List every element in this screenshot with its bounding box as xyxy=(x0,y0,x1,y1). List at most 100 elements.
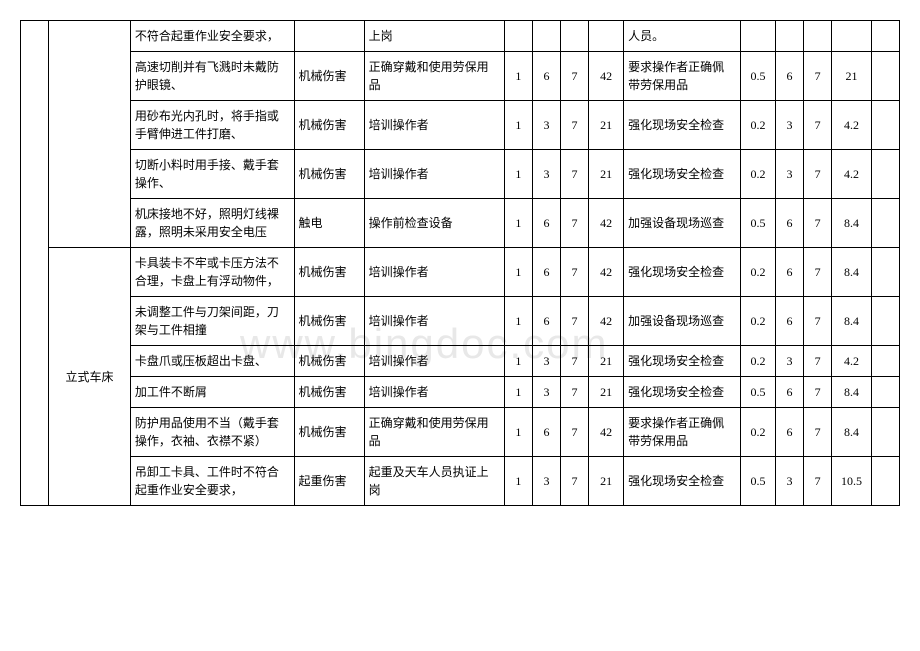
cell-desc: 切断小料时用手接、戴手套操作、 xyxy=(130,150,294,199)
cell-n: 7 xyxy=(560,199,588,248)
cell-measure: 培训操作者 xyxy=(364,346,504,377)
table-row: 吊卸工卡具、工件时不符合起重作业安全要求， 起重伤害 起重及天车人员执证上岗 1… xyxy=(21,457,900,506)
cell-n: 3 xyxy=(776,150,804,199)
cell-col1 xyxy=(21,21,49,506)
cell-type: 机械伤害 xyxy=(294,377,364,408)
cell-measure: 正确穿戴和使用劳保用品 xyxy=(364,408,504,457)
cell-n: 0.2 xyxy=(740,408,775,457)
cell-n xyxy=(589,21,624,52)
cell-n xyxy=(804,21,832,52)
cell-n xyxy=(532,21,560,52)
cell-type: 机械伤害 xyxy=(294,101,364,150)
cell-desc: 不符合起重作业安全要求， xyxy=(130,21,294,52)
cell-n: 6 xyxy=(776,377,804,408)
cell-n: 0.5 xyxy=(740,377,775,408)
cell-measure: 操作前检查设备 xyxy=(364,199,504,248)
cell-n: 21 xyxy=(589,457,624,506)
cell-n: 8.4 xyxy=(832,199,872,248)
cell-n xyxy=(871,457,899,506)
cell-measure: 培训操作者 xyxy=(364,297,504,346)
cell-action: 人员。 xyxy=(624,21,741,52)
cell-desc: 防护用品使用不当（戴手套操作，衣袖、衣襟不紧） xyxy=(130,408,294,457)
cell-measure: 培训操作者 xyxy=(364,248,504,297)
cell-n: 8.4 xyxy=(832,297,872,346)
cell-n: 7 xyxy=(804,248,832,297)
cell-type: 机械伤害 xyxy=(294,408,364,457)
table-row: 立式车床 卡具装卡不牢或卡压方法不合理，卡盘上有浮动物件， 机械伤害 培训操作者… xyxy=(21,248,900,297)
cell-measure: 上岗 xyxy=(364,21,504,52)
cell-n: 6 xyxy=(776,52,804,101)
cell-n: 42 xyxy=(589,52,624,101)
cell-action: 要求操作者正确佩带劳保用品 xyxy=(624,408,741,457)
cell-n: 7 xyxy=(560,457,588,506)
cell-desc: 吊卸工卡具、工件时不符合起重作业安全要求， xyxy=(130,457,294,506)
cell-desc: 未调整工件与刀架间距，刀架与工件相撞 xyxy=(130,297,294,346)
cell-type: 机械伤害 xyxy=(294,150,364,199)
cell-n: 7 xyxy=(804,199,832,248)
cell-n: 6 xyxy=(776,248,804,297)
cell-n: 3 xyxy=(532,101,560,150)
cell-n: 7 xyxy=(560,101,588,150)
cell-n: 3 xyxy=(776,101,804,150)
cell-n xyxy=(560,21,588,52)
cell-n: 0.2 xyxy=(740,101,775,150)
cell-n: 7 xyxy=(804,457,832,506)
cell-n: 4.2 xyxy=(832,101,872,150)
cell-n: 1 xyxy=(504,248,532,297)
table-row: 高速切削并有飞溅时未戴防护眼镜、 机械伤害 正确穿戴和使用劳保用品 1 6 7 … xyxy=(21,52,900,101)
cell-type: 机械伤害 xyxy=(294,297,364,346)
cell-n: 8.4 xyxy=(832,408,872,457)
cell-n: 7 xyxy=(560,408,588,457)
cell-n: 4.2 xyxy=(832,346,872,377)
risk-table: 不符合起重作业安全要求， 上岗 人员。 高速切削并有飞溅时未戴防护眼镜、 机械伤… xyxy=(20,20,900,506)
cell-n: 7 xyxy=(560,377,588,408)
cell-n: 7 xyxy=(804,346,832,377)
cell-n: 6 xyxy=(532,297,560,346)
cell-n xyxy=(871,52,899,101)
table-row: 用砂布光内孔时，将手指或手臂伸进工件打磨、 机械伤害 培训操作者 1 3 7 2… xyxy=(21,101,900,150)
cell-n: 3 xyxy=(776,346,804,377)
cell-n: 1 xyxy=(504,52,532,101)
cell-n xyxy=(871,21,899,52)
cell-type xyxy=(294,21,364,52)
table-row: 切断小料时用手接、戴手套操作、 机械伤害 培训操作者 1 3 7 21 强化现场… xyxy=(21,150,900,199)
cell-n: 6 xyxy=(532,52,560,101)
cell-action: 加强设备现场巡查 xyxy=(624,297,741,346)
cell-n: 3 xyxy=(532,457,560,506)
cell-n xyxy=(832,21,872,52)
cell-n: 0.2 xyxy=(740,346,775,377)
cell-desc: 机床接地不好，照明灯线裸露，照明未采用安全电压 xyxy=(130,199,294,248)
cell-n: 6 xyxy=(532,199,560,248)
cell-n xyxy=(776,21,804,52)
cell-n: 42 xyxy=(589,199,624,248)
cell-n: 21 xyxy=(589,150,624,199)
cell-n: 1 xyxy=(504,199,532,248)
cell-action: 要求操作者正确佩带劳保用品 xyxy=(624,52,741,101)
table-row: 不符合起重作业安全要求， 上岗 人员。 xyxy=(21,21,900,52)
cell-n: 3 xyxy=(532,346,560,377)
cell-desc: 卡盘爪或压板超出卡盘、 xyxy=(130,346,294,377)
cell-n xyxy=(871,346,899,377)
cell-n: 3 xyxy=(532,150,560,199)
cell-n xyxy=(740,21,775,52)
cell-type: 机械伤害 xyxy=(294,248,364,297)
cell-n: 0.5 xyxy=(740,457,775,506)
cell-n: 0.2 xyxy=(740,150,775,199)
cell-n: 21 xyxy=(832,52,872,101)
cell-n: 10.5 xyxy=(832,457,872,506)
cell-n: 1 xyxy=(504,101,532,150)
cell-type: 机械伤害 xyxy=(294,52,364,101)
cell-action: 强化现场安全检查 xyxy=(624,457,741,506)
cell-action: 强化现场安全检查 xyxy=(624,248,741,297)
cell-measure: 培训操作者 xyxy=(364,101,504,150)
cell-desc: 卡具装卡不牢或卡压方法不合理，卡盘上有浮动物件， xyxy=(130,248,294,297)
table-row: 未调整工件与刀架间距，刀架与工件相撞 机械伤害 培训操作者 1 6 7 42 加… xyxy=(21,297,900,346)
cell-n: 6 xyxy=(532,408,560,457)
cell-n: 21 xyxy=(589,101,624,150)
cell-action: 强化现场安全检查 xyxy=(624,101,741,150)
cell-action: 加强设备现场巡查 xyxy=(624,199,741,248)
cell-n: 0.5 xyxy=(740,199,775,248)
cell-n: 8.4 xyxy=(832,248,872,297)
cell-n: 7 xyxy=(560,248,588,297)
cell-n: 7 xyxy=(804,297,832,346)
